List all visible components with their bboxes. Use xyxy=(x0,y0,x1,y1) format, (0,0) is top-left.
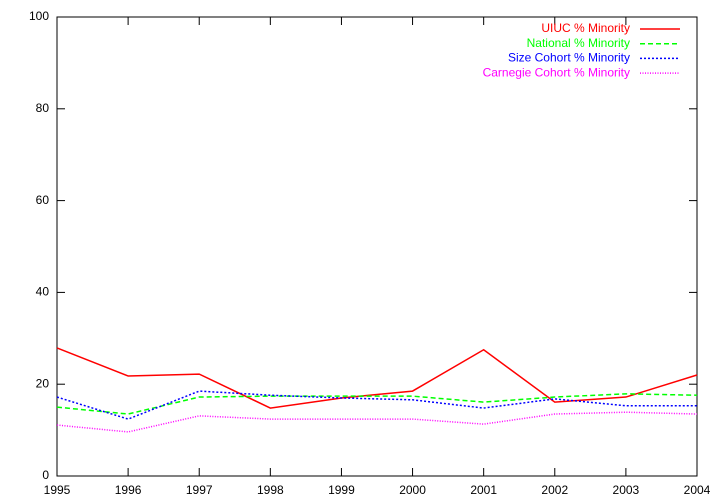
legend-label: UIUC % Minority xyxy=(541,21,630,35)
legend-label: Carnegie Cohort % Minority xyxy=(483,65,630,79)
series-line xyxy=(56,411,698,433)
legend-label: National % Minority xyxy=(527,36,630,50)
y-tick-label: 0 xyxy=(42,468,49,482)
y-tick-label: 20 xyxy=(36,376,50,390)
x-tick-label: 2002 xyxy=(541,483,568,497)
x-tick-label: 1996 xyxy=(115,483,142,497)
series-line xyxy=(56,390,697,420)
x-tick-label: 2001 xyxy=(470,483,497,497)
x-tick-label: 2003 xyxy=(613,483,640,497)
y-tick-label: 100 xyxy=(29,9,49,23)
series-line xyxy=(56,393,698,415)
x-tick-label: 1998 xyxy=(257,483,284,497)
x-tick-label: 2004 xyxy=(684,483,711,497)
plot-frame xyxy=(56,16,698,477)
legend-label: Size Cohort % Minority xyxy=(508,51,630,65)
x-tick-label: 1999 xyxy=(328,483,355,497)
y-tick-label: 60 xyxy=(36,193,50,207)
series-line xyxy=(56,347,698,409)
y-tick-label: 40 xyxy=(36,285,50,299)
x-tick-label: 1995 xyxy=(44,483,71,497)
x-tick-label: 1997 xyxy=(186,483,213,497)
x-tick-label: 2000 xyxy=(399,483,426,497)
y-tick-label: 80 xyxy=(36,101,50,115)
